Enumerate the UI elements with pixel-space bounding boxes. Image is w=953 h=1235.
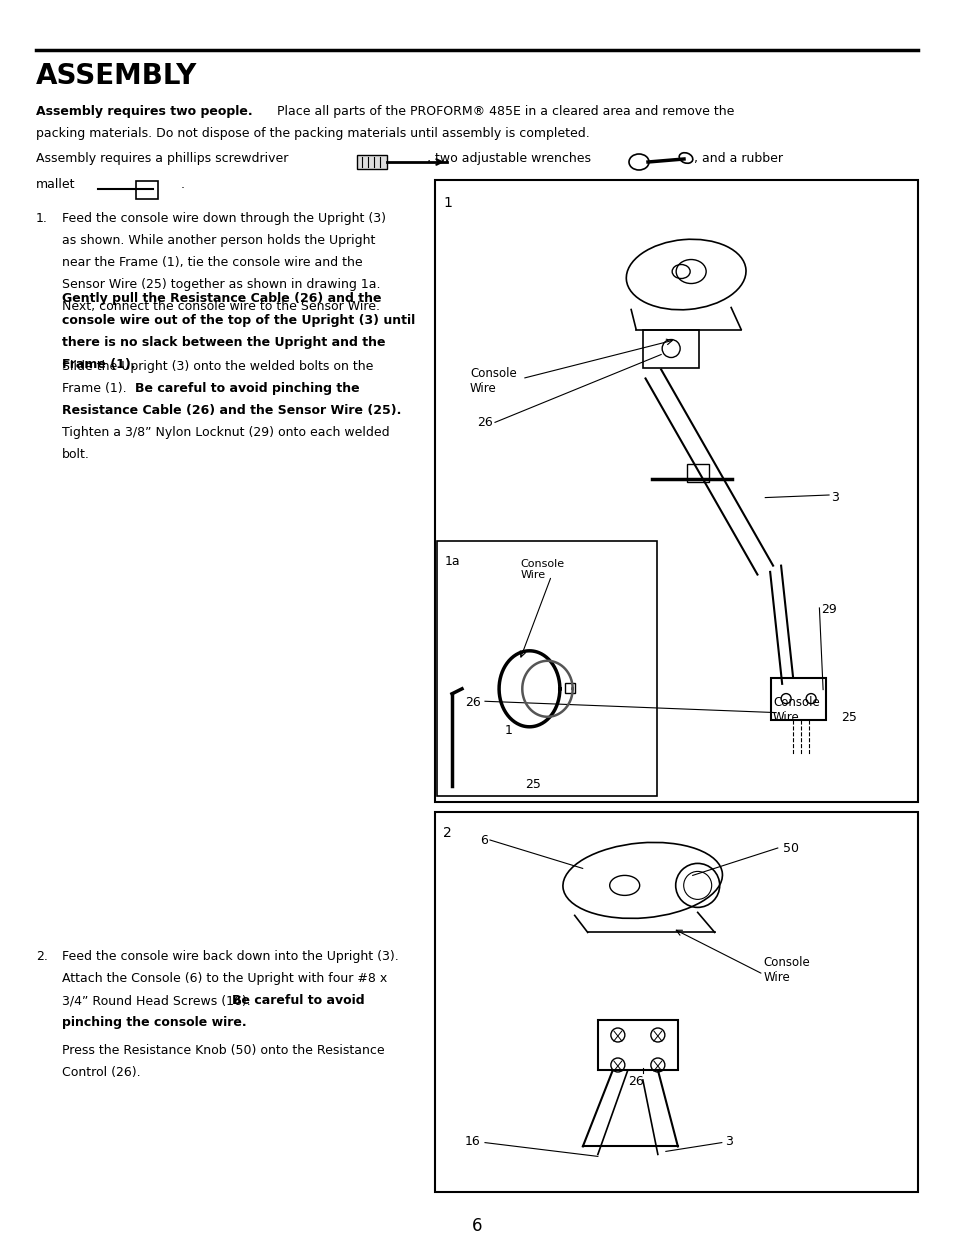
Text: 25: 25 xyxy=(524,778,540,790)
Text: , and a rubber: , and a rubber xyxy=(693,152,782,165)
Bar xyxy=(686,463,708,482)
Bar xyxy=(136,182,158,199)
Text: Frame (1).: Frame (1). xyxy=(62,382,131,395)
Text: pinching the console wire.: pinching the console wire. xyxy=(62,1016,247,1029)
Text: Slide the Upright (3) onto the welded bolts on the: Slide the Upright (3) onto the welded bo… xyxy=(62,359,373,373)
Text: 1: 1 xyxy=(504,724,513,737)
Text: Next, connect the console wire to the Sensor Wire.: Next, connect the console wire to the Se… xyxy=(62,300,379,312)
Text: Assembly requires two people.: Assembly requires two people. xyxy=(36,105,253,119)
Text: 25: 25 xyxy=(840,711,856,724)
Text: 50: 50 xyxy=(782,842,798,855)
Bar xyxy=(642,330,699,368)
Bar xyxy=(356,156,387,169)
Text: Console
Wire: Console Wire xyxy=(520,558,564,580)
Text: 26: 26 xyxy=(627,1074,643,1088)
Text: Console
Wire: Console Wire xyxy=(762,956,809,984)
Bar xyxy=(770,678,825,720)
Text: console wire out of the top of the Upright (3) until: console wire out of the top of the Uprig… xyxy=(62,314,415,327)
Text: Gently pull the Resistance Cable (26) and the: Gently pull the Resistance Cable (26) an… xyxy=(62,291,381,305)
Text: 2: 2 xyxy=(442,826,452,840)
Text: 2.: 2. xyxy=(36,950,48,963)
Text: Assembly requires a phillips screwdriver: Assembly requires a phillips screwdriver xyxy=(36,152,288,165)
Text: 26: 26 xyxy=(464,697,480,709)
Text: , two adjustable wrenches: , two adjustable wrenches xyxy=(427,152,590,165)
Text: Feed the console wire back down into the Upright (3).: Feed the console wire back down into the… xyxy=(62,950,398,963)
Text: there is no slack between the Upright and the: there is no slack between the Upright an… xyxy=(62,336,385,350)
Text: Console
Wire: Console Wire xyxy=(772,697,819,724)
Text: Be careful to avoid pinching the: Be careful to avoid pinching the xyxy=(135,382,359,395)
Text: as shown. While another person holds the Upright: as shown. While another person holds the… xyxy=(62,233,375,247)
Text: bolt.: bolt. xyxy=(62,448,90,461)
Text: 29: 29 xyxy=(821,603,837,616)
Text: 3: 3 xyxy=(830,492,838,504)
Bar xyxy=(435,811,917,1192)
Text: 1.: 1. xyxy=(36,212,48,225)
Bar xyxy=(598,1020,678,1070)
Text: 1: 1 xyxy=(442,196,452,210)
Bar xyxy=(564,683,575,693)
Text: 1a: 1a xyxy=(444,555,460,568)
Text: Sensor Wire (25) together as shown in drawing 1a.: Sensor Wire (25) together as shown in dr… xyxy=(62,278,380,291)
Text: 6: 6 xyxy=(471,1216,482,1235)
Text: Resistance Cable (26) and the Sensor Wire (25).: Resistance Cable (26) and the Sensor Wir… xyxy=(62,404,401,417)
Text: 3: 3 xyxy=(724,1135,732,1149)
Text: 16: 16 xyxy=(464,1135,480,1149)
Text: Press the Resistance Knob (50) onto the Resistance: Press the Resistance Knob (50) onto the … xyxy=(62,1044,384,1057)
Bar xyxy=(435,180,917,802)
Text: Place all parts of the PROFORM® 485E in a cleared area and remove the: Place all parts of the PROFORM® 485E in … xyxy=(273,105,734,119)
Text: Feed the console wire down through the Upright (3): Feed the console wire down through the U… xyxy=(62,212,386,225)
Text: 3/4” Round Head Screws (16).: 3/4” Round Head Screws (16). xyxy=(62,994,254,1007)
Text: 6: 6 xyxy=(479,834,487,847)
Text: near the Frame (1), tie the console wire and the: near the Frame (1), tie the console wire… xyxy=(62,256,362,269)
Text: Tighten a 3/8” Nylon Locknut (29) onto each welded: Tighten a 3/8” Nylon Locknut (29) onto e… xyxy=(62,426,389,438)
Text: Be careful to avoid: Be careful to avoid xyxy=(232,994,364,1007)
Text: 26: 26 xyxy=(476,416,493,430)
Text: Frame (1).: Frame (1). xyxy=(62,358,135,370)
Bar xyxy=(436,541,657,797)
Text: mallet: mallet xyxy=(36,178,75,191)
Text: Control (26).: Control (26). xyxy=(62,1066,140,1079)
Text: .: . xyxy=(181,178,185,191)
Text: ASSEMBLY: ASSEMBLY xyxy=(36,62,197,90)
Text: Attach the Console (6) to the Upright with four #8 x: Attach the Console (6) to the Upright wi… xyxy=(62,972,387,986)
Text: Console
Wire: Console Wire xyxy=(470,367,517,395)
Text: packing materials. Do not dispose of the packing materials until assembly is com: packing materials. Do not dispose of the… xyxy=(36,127,589,140)
